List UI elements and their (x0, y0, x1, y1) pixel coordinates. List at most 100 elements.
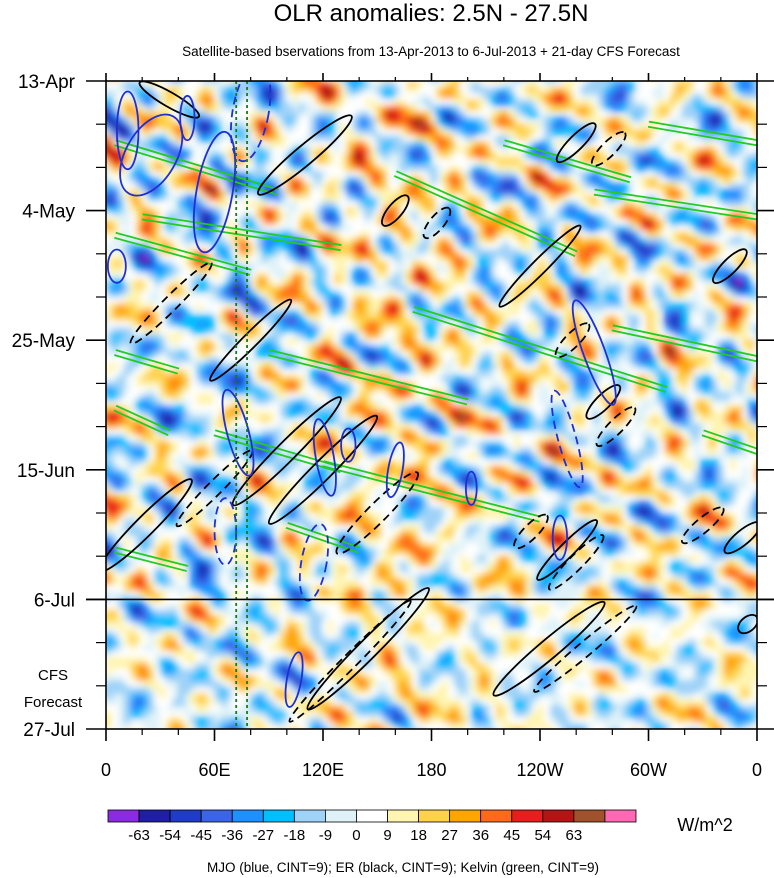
anomaly-cell (412, 237, 419, 244)
anomaly-cell (328, 111, 335, 118)
anomaly-cell (394, 129, 401, 136)
anomaly-cell (454, 171, 461, 178)
anomaly-cell (232, 285, 239, 292)
anomaly-cell (568, 321, 575, 328)
anomaly-cell (706, 375, 713, 382)
anomaly-cell (730, 201, 737, 208)
anomaly-cell (172, 219, 179, 226)
anomaly-cell (478, 135, 485, 142)
anomaly-cell (718, 315, 725, 322)
anomaly-cell (652, 147, 659, 154)
anomaly-cell (676, 105, 683, 112)
anomaly-cell (586, 147, 593, 154)
anomaly-cell (436, 129, 443, 136)
anomaly-cell (748, 255, 755, 262)
anomaly-cell (178, 297, 185, 304)
anomaly-cell (430, 381, 437, 388)
anomaly-cell (562, 183, 569, 190)
anomaly-cell (520, 267, 527, 274)
anomaly-cell (562, 375, 569, 382)
anomaly-cell (298, 273, 305, 280)
anomaly-cell (478, 297, 485, 304)
anomaly-cell (724, 159, 731, 166)
anomaly-cell (508, 183, 515, 190)
anomaly-cell (352, 321, 359, 328)
anomaly-cell (616, 213, 623, 220)
anomaly-cell (292, 117, 299, 124)
anomaly-cell (640, 153, 647, 160)
anomaly-cell (124, 327, 131, 334)
anomaly-cell (244, 225, 251, 232)
anomaly-cell (304, 81, 311, 88)
anomaly-cell (406, 129, 413, 136)
anomaly-cell (490, 237, 497, 244)
anomaly-cell (244, 243, 251, 250)
anomaly-cell (382, 141, 389, 148)
anomaly-cell (550, 303, 557, 310)
anomaly-cell (184, 333, 191, 340)
anomaly-cell (292, 159, 299, 166)
anomaly-cell (658, 351, 665, 358)
anomaly-cell (166, 261, 173, 268)
anomaly-cell (154, 363, 161, 370)
anomaly-cell (346, 219, 353, 226)
anomaly-cell (472, 213, 479, 220)
anomaly-cell (172, 351, 179, 358)
anomaly-cell (178, 369, 185, 376)
anomaly-cell (442, 159, 449, 166)
anomaly-cell (382, 237, 389, 244)
anomaly-cell (238, 363, 245, 370)
anomaly-cell (484, 165, 491, 172)
anomaly-cell (238, 279, 245, 286)
anomaly-cell (304, 267, 311, 274)
anomaly-cell (724, 333, 731, 340)
anomaly-cell (346, 285, 353, 292)
anomaly-cell (616, 249, 623, 256)
anomaly-cell (334, 267, 341, 274)
anomaly-cell (760, 153, 767, 160)
anomaly-cell (676, 225, 683, 232)
anomaly-cell (670, 183, 677, 190)
anomaly-cell (382, 231, 389, 238)
anomaly-cell (238, 297, 245, 304)
anomaly-cell (604, 249, 611, 256)
anomaly-cell (484, 321, 491, 328)
anomaly-cell (580, 99, 587, 106)
anomaly-cell (556, 141, 563, 148)
anomaly-cell (682, 249, 689, 256)
anomaly-cell (448, 99, 455, 106)
anomaly-cell (610, 183, 617, 190)
anomaly-cell (682, 135, 689, 142)
anomaly-cell (508, 375, 515, 382)
anomaly-cell (250, 207, 257, 214)
anomaly-cell (586, 351, 593, 358)
anomaly-cell (412, 93, 419, 100)
anomaly-cell (502, 135, 509, 142)
anomaly-cell (544, 285, 551, 292)
anomaly-cell (418, 297, 425, 304)
anomaly-cell (298, 117, 305, 124)
anomaly-cell (286, 249, 293, 256)
anomaly-cell (334, 243, 341, 250)
anomaly-cell (598, 231, 605, 238)
anomaly-cell (232, 381, 239, 388)
anomaly-cell (130, 129, 137, 136)
anomaly-cell (460, 273, 467, 280)
anomaly-cell (544, 165, 551, 172)
anomaly-cell (754, 129, 757, 136)
anomaly-cell (370, 177, 377, 184)
anomaly-cell (496, 351, 503, 358)
anomaly-cell (238, 105, 245, 112)
anomaly-cell (712, 243, 719, 250)
anomaly-cell (448, 249, 455, 256)
anomaly-cell (118, 153, 125, 160)
anomaly-cell (484, 147, 491, 154)
anomaly-cell (760, 81, 767, 88)
anomaly-cell (424, 303, 431, 310)
anomaly-cell (118, 267, 125, 274)
anomaly-cell (706, 267, 713, 274)
anomaly-cell (334, 387, 341, 394)
anomaly-cell (556, 291, 563, 298)
anomaly-cell (112, 381, 119, 388)
anomaly-cell (610, 117, 617, 124)
